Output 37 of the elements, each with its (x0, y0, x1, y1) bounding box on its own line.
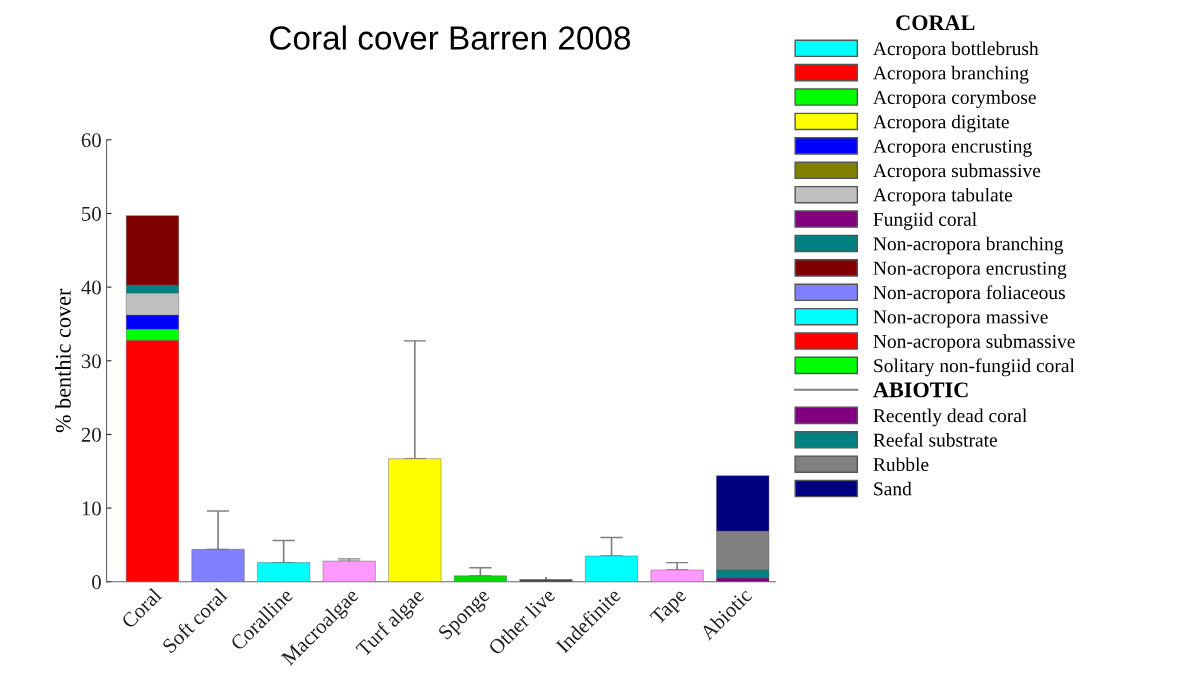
legend-label: Acropora tabulate (873, 187, 1013, 206)
legend-label: Recently dead coral (873, 408, 1027, 427)
legend-label: Acropora bottlebrush (873, 41, 1039, 60)
y-tick-label: 20 (81, 427, 101, 442)
bar (191, 549, 245, 582)
legend-label: Acropora corymbose (873, 90, 1036, 108)
bar (388, 458, 442, 582)
chart-title: Coral cover Barren 2008 (270, 25, 631, 50)
legend-label: Non-acropora massive (873, 310, 1048, 328)
x-tick-label: Tape (649, 587, 690, 629)
legend-label: Non-acropora encrusting (873, 261, 1067, 279)
bar (257, 562, 311, 582)
y-tick-label: 60 (81, 133, 101, 148)
y-tick-label: 0 (92, 575, 101, 590)
bar (453, 575, 507, 582)
legend-label: Rubble (873, 457, 929, 472)
bar (585, 555, 638, 582)
legend-label: Non-acropora submassive (873, 334, 1075, 352)
y-tick-label: 40 (81, 280, 101, 295)
legend-title: CORAL (896, 15, 975, 31)
y-tick-label: 50 (82, 206, 101, 221)
y-tick-label: 10 (82, 501, 101, 516)
legend-label: Acropora digitate (873, 114, 1009, 133)
legend-label: Non-acropora branching (873, 236, 1064, 255)
y-tick-label: 30 (81, 354, 101, 369)
legend-label: Non-acropora foliaceous (873, 285, 1065, 304)
text: ABIOTIC (873, 382, 968, 398)
legend-label: Acropora submassive (873, 163, 1041, 182)
legend-label: Reefal substrate (873, 432, 997, 447)
legend-label: Solitary non-fungiid coral (874, 358, 1075, 377)
legend-label: Acropora branching (873, 65, 1029, 84)
bar (650, 569, 704, 582)
legend-label: Sand (874, 481, 912, 496)
legend-label: Acropora encrusting (873, 139, 1032, 157)
legend-label: Fungiid coral (873, 212, 977, 230)
bar (322, 560, 376, 582)
y-axis-title: % benthic cover (55, 288, 71, 433)
